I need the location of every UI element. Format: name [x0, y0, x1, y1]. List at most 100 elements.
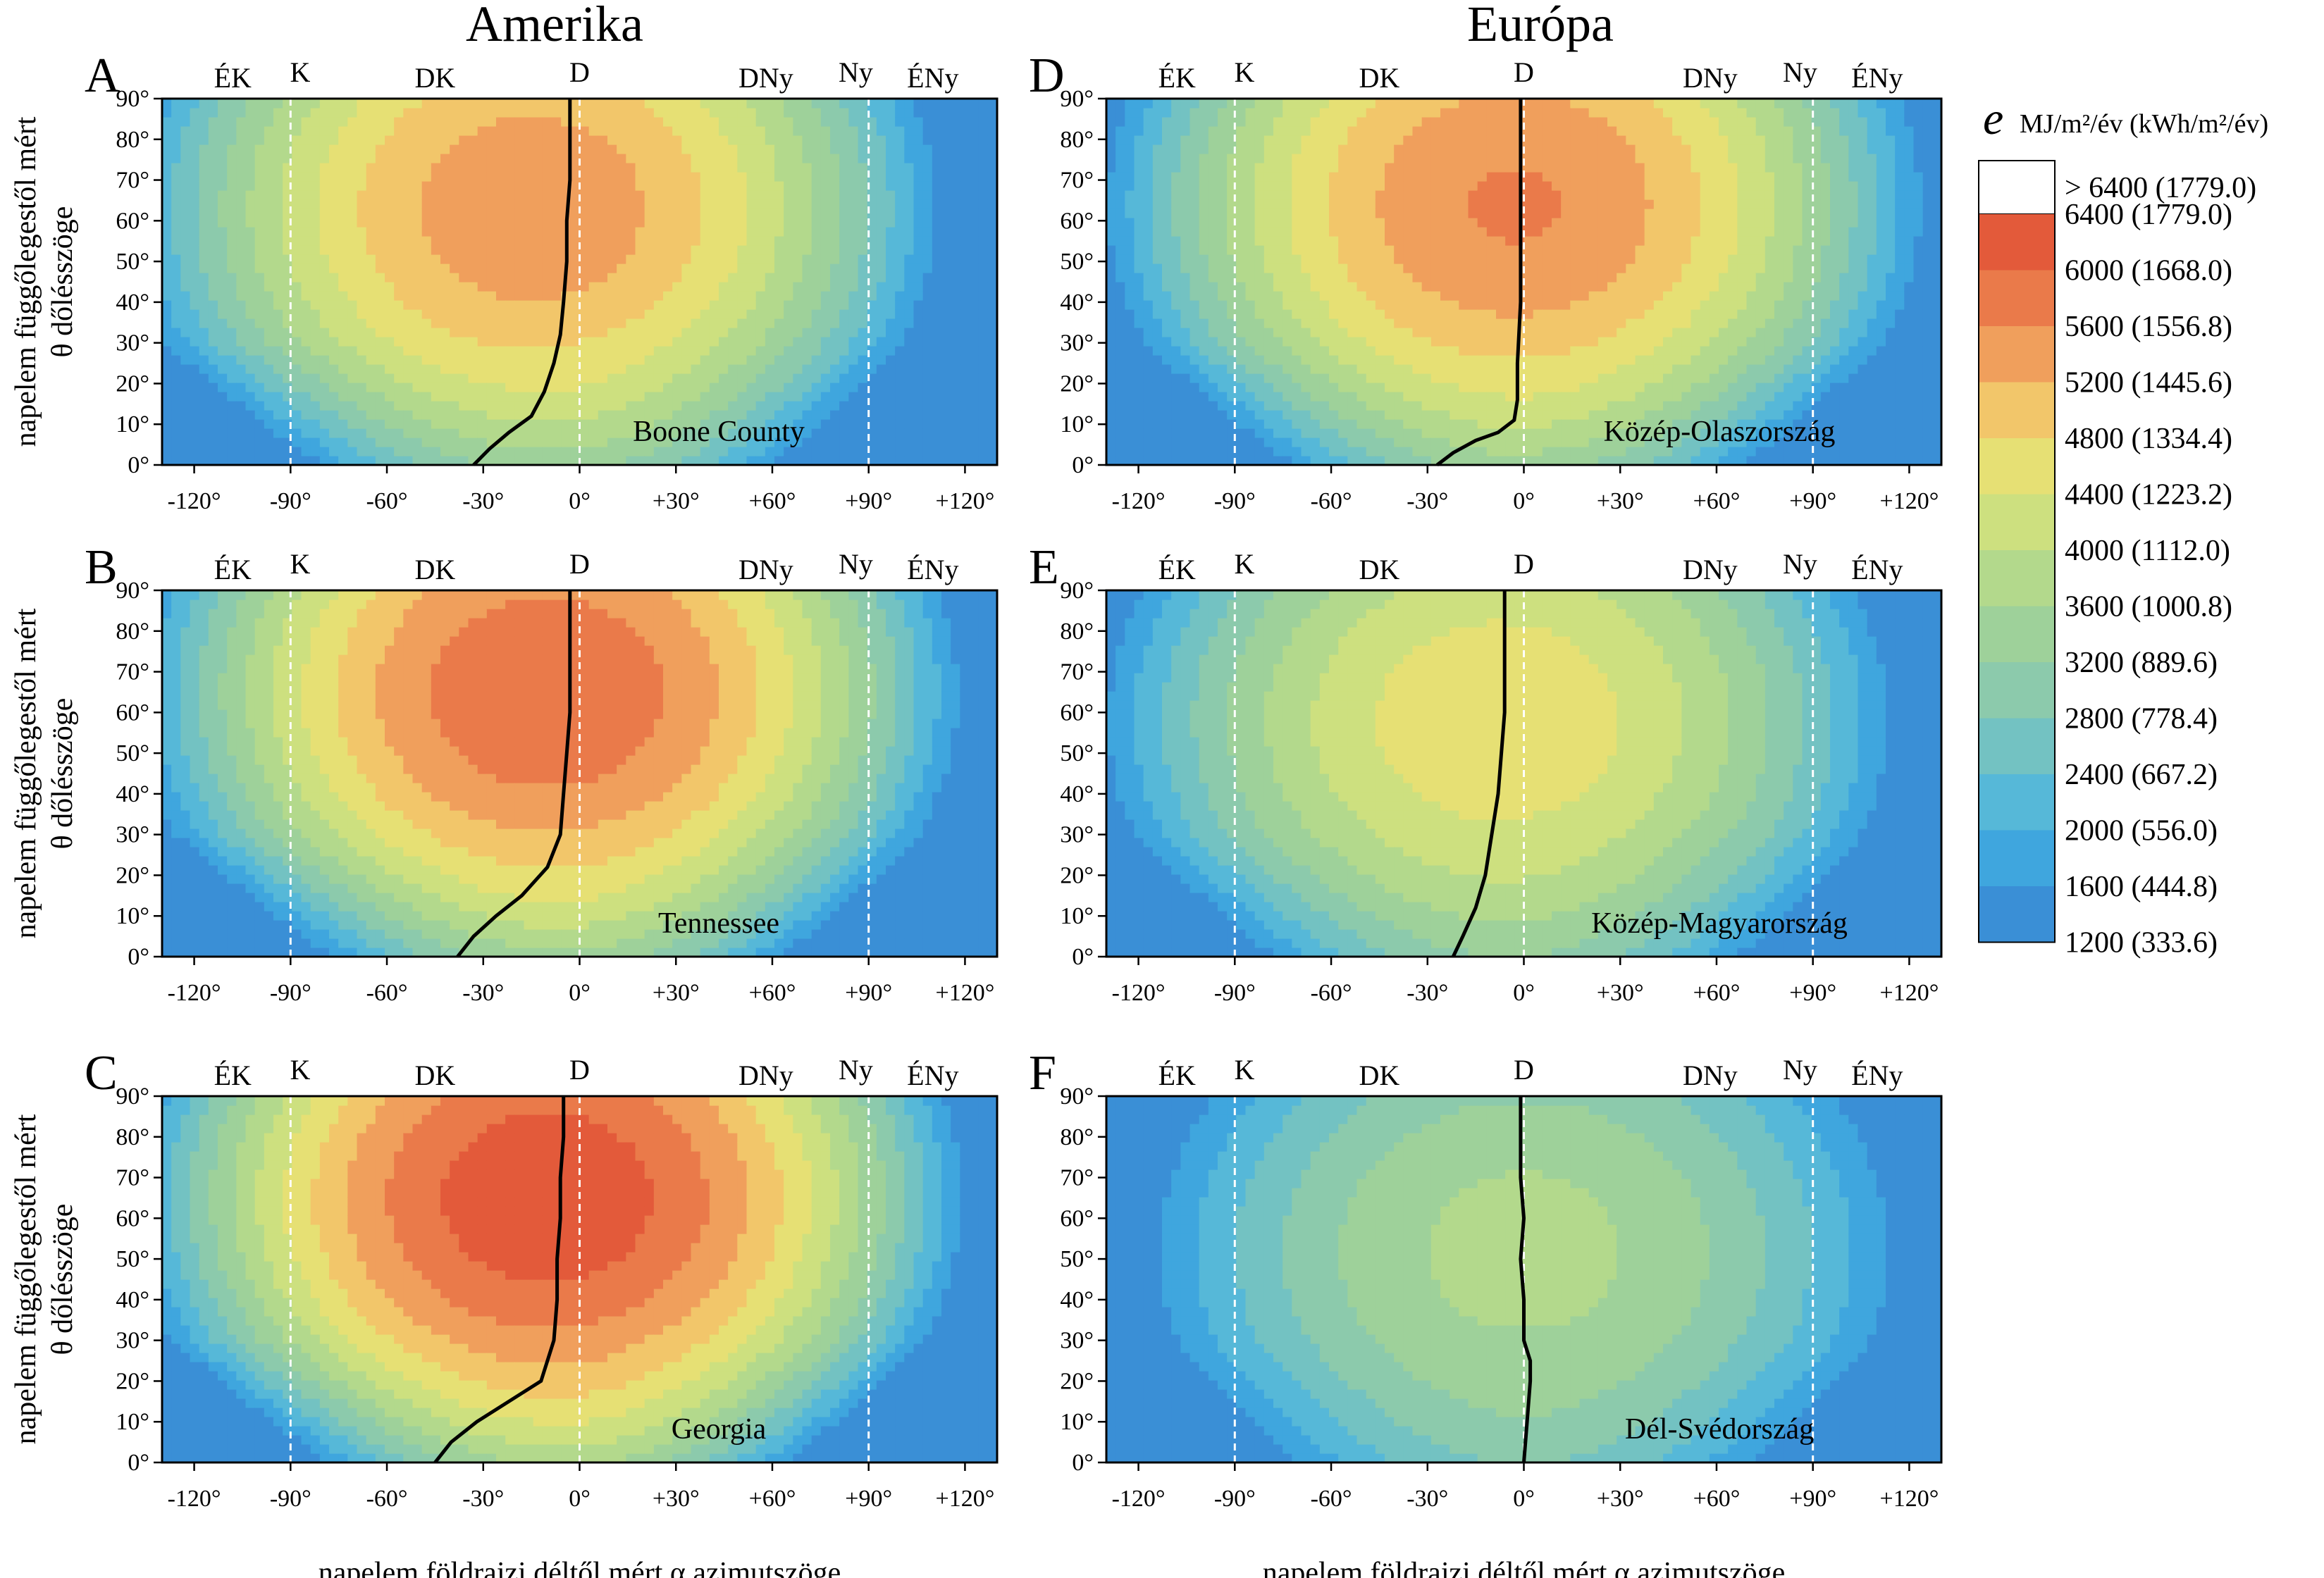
heatmap-cell: [922, 273, 933, 282]
heatmap-cell: [978, 254, 989, 264]
heatmap-cell: [579, 383, 590, 392]
heatmap-cell: [486, 144, 497, 154]
heatmap-cell: [162, 893, 172, 902]
heatmap-cell: [533, 227, 543, 237]
heatmap-cell: [171, 209, 181, 218]
heatmap-cell: [876, 428, 886, 438]
heatmap-cell: [635, 437, 645, 447]
heatmap-cell: [264, 664, 274, 673]
direction-label: D: [569, 56, 590, 88]
heatmap-cell: [978, 392, 989, 402]
heatmap-cell: [672, 236, 682, 246]
heatmap-cell: [180, 172, 191, 182]
heatmap-cell: [440, 609, 450, 619]
heatmap-cell: [385, 737, 395, 747]
heatmap-cell: [421, 456, 432, 466]
heatmap-cell: [588, 154, 599, 163]
heatmap-cell: [987, 392, 998, 402]
heatmap-cell: [607, 401, 617, 411]
heatmap-cell: [190, 456, 200, 466]
heatmap-cell: [978, 291, 989, 301]
heatmap-cell: [171, 774, 181, 783]
heatmap-cell: [681, 309, 692, 319]
heatmap-cell: [728, 300, 738, 310]
heatmap-cell: [941, 144, 951, 154]
heatmap-cell: [421, 364, 432, 374]
heatmap-cell: [421, 709, 432, 719]
heatmap-cell: [607, 172, 617, 182]
heatmap-cell: [895, 337, 905, 347]
heatmap-cell: [477, 355, 488, 365]
heatmap-cell: [468, 810, 478, 820]
heatmap-cell: [421, 392, 432, 402]
heatmap-cell: [431, 618, 441, 628]
heatmap-cell: [338, 108, 348, 118]
heatmap-cell: [347, 654, 358, 664]
heatmap-cell: [514, 373, 525, 383]
heatmap-cell: [347, 801, 358, 811]
heatmap-cell: [477, 154, 488, 163]
heatmap-cell: [236, 847, 247, 857]
heatmap-cell: [236, 664, 247, 673]
heatmap-cell: [839, 309, 849, 319]
heatmap-cell: [486, 236, 497, 246]
heatmap-cell: [932, 181, 942, 191]
heatmap-cell: [459, 401, 469, 411]
heatmap-cell: [728, 209, 738, 218]
heatmap-cell: [496, 254, 506, 264]
heatmap-cell: [598, 254, 608, 264]
heatmap-cell: [561, 401, 571, 411]
heatmap-cell: [663, 108, 673, 118]
heatmap-cell: [691, 108, 701, 118]
heatmap-cell: [709, 273, 719, 282]
heatmap-cell: [514, 337, 525, 347]
heatmap-cell: [440, 199, 450, 209]
heatmap-cell: [412, 673, 423, 683]
heatmap-cell: [830, 300, 840, 310]
heatmap-cell: [978, 428, 989, 438]
heatmap-cell: [347, 447, 358, 456]
heatmap-cell: [793, 437, 803, 447]
heatmap-cell: [190, 746, 200, 756]
heatmap-cell: [450, 755, 459, 765]
heatmap-cell: [347, 364, 358, 374]
heatmap-cell: [477, 190, 488, 200]
heatmap-cell: [347, 245, 358, 255]
heatmap-cell: [180, 254, 191, 264]
heatmap-cell: [635, 135, 645, 145]
heatmap-cell: [728, 282, 738, 292]
heatmap-cell: [524, 392, 534, 402]
heatmap-cell: [218, 117, 228, 127]
heatmap-cell: [876, 181, 886, 191]
heatmap-cell: [208, 218, 218, 228]
heatmap-cell: [421, 337, 432, 347]
heatmap-cell: [329, 245, 339, 255]
heatmap-cell: [514, 99, 525, 108]
heatmap-cell: [635, 108, 645, 118]
heatmap-cell: [273, 291, 283, 301]
heatmap-cell: [746, 410, 757, 420]
heatmap-cell: [292, 209, 302, 218]
heatmap-cell: [431, 609, 441, 619]
heatmap-cell: [450, 273, 459, 282]
heatmap-cell: [199, 172, 209, 182]
heatmap-cell: [254, 728, 265, 738]
y-axis-title: napelem függőlegestől mért θ dőlésszöge: [10, 116, 79, 447]
heatmap-cell: [385, 728, 395, 738]
heatmap-cell: [588, 236, 599, 246]
heatmap-cell: [292, 273, 302, 282]
heatmap-cell: [431, 135, 441, 145]
heatmap-cell: [663, 254, 673, 264]
heatmap-cell: [180, 126, 191, 136]
heatmap-cell: [338, 373, 348, 383]
heatmap-cell: [459, 190, 469, 200]
heatmap-cell: [932, 117, 942, 127]
heatmap-cell: [653, 328, 664, 337]
heatmap-cell: [895, 126, 905, 136]
heatmap-cell: [412, 929, 423, 939]
heatmap-cell: [459, 783, 469, 793]
heatmap-cell: [338, 902, 348, 912]
heatmap-cell: [264, 590, 274, 600]
heatmap-cell: [951, 245, 960, 255]
heatmap-cell: [440, 456, 450, 466]
